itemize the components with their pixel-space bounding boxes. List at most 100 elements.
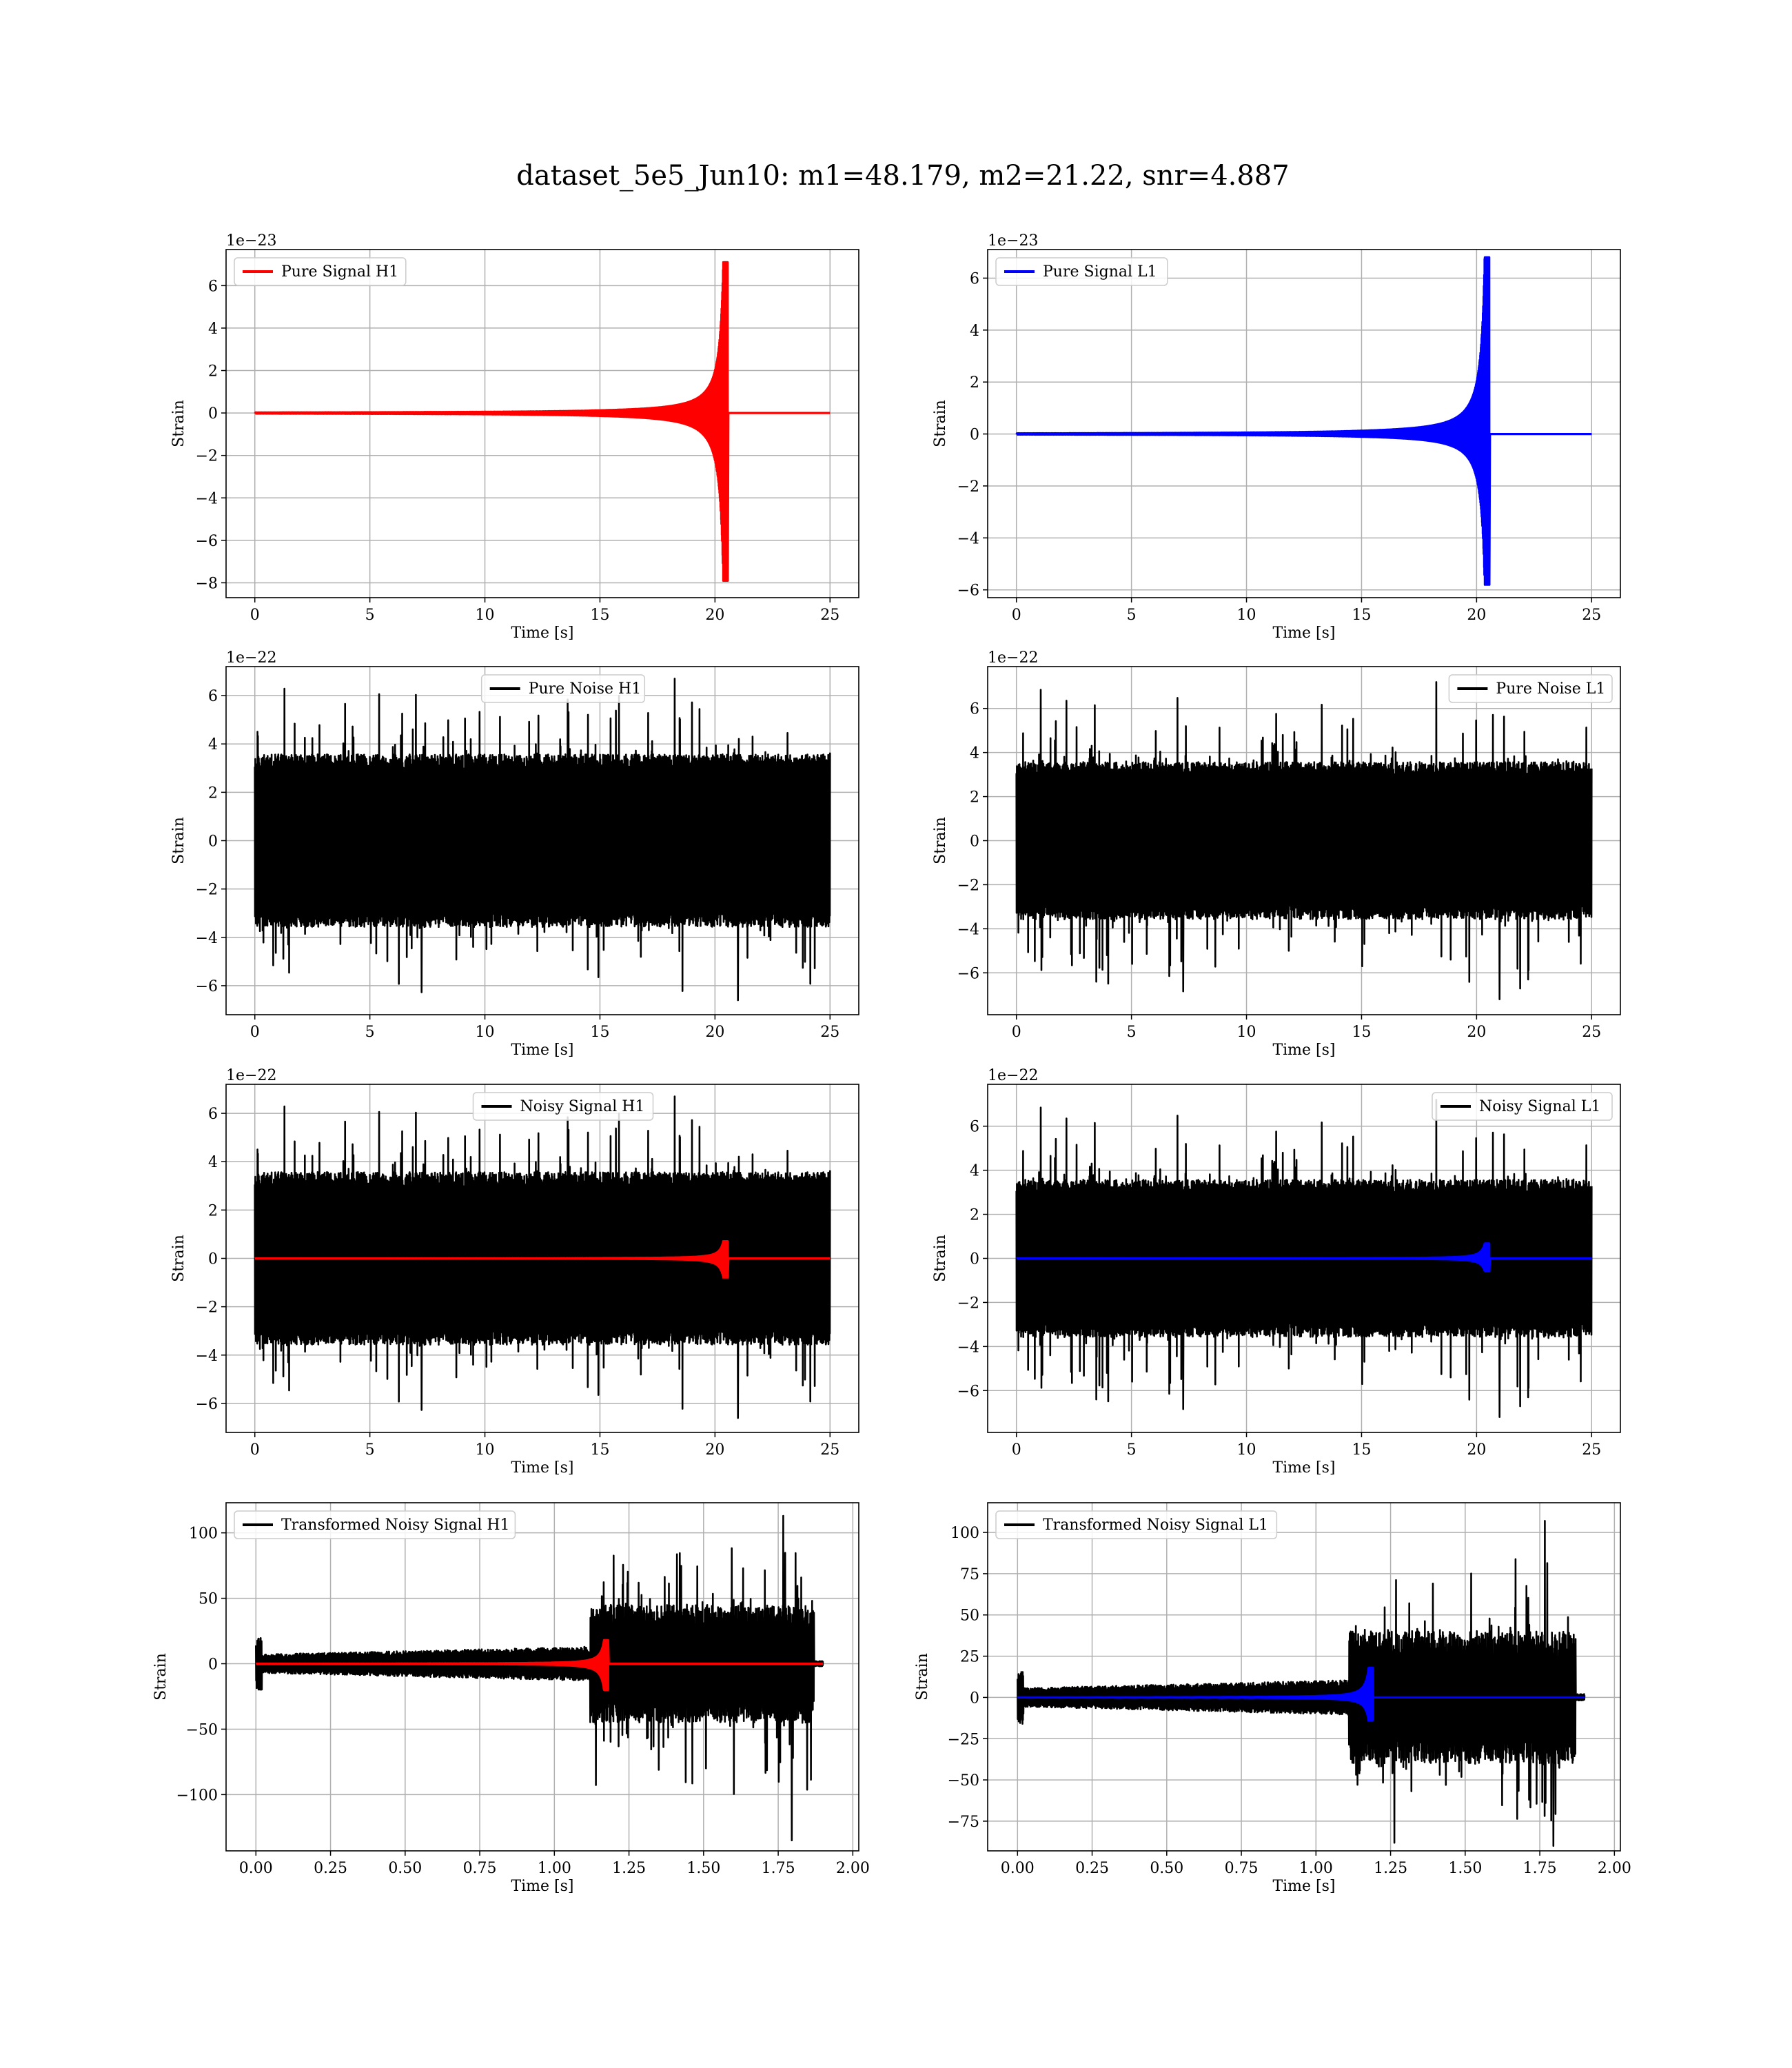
x-axis-label: Time [s] [1272, 1878, 1335, 1895]
x-tick-label: 1.50 [686, 1860, 720, 1877]
y-tick-label: 2 [970, 374, 979, 392]
y-tick-label: 4 [970, 323, 979, 340]
x-tick-label: 0 [1012, 1441, 1021, 1459]
x-tick-label: 10 [1237, 607, 1256, 624]
y-axis-label: Strain [152, 1653, 170, 1701]
x-tick-label: 0 [250, 1441, 260, 1459]
x-tick-label: 5 [1127, 1441, 1137, 1459]
x-tick-label: 2.00 [836, 1860, 870, 1877]
x-tick-label: 10 [1237, 1441, 1256, 1459]
legend: Transformed Noisy Signal H1 [234, 1510, 516, 1539]
series-group [1015, 256, 1592, 586]
y-tick-label: −75 [948, 1814, 979, 1831]
y-tick-label: −2 [957, 877, 979, 894]
x-tick-label: 25 [820, 1441, 839, 1459]
figure-title: dataset_5e5_Jun10: m1=48.179, m2=21.22, … [516, 160, 1289, 192]
legend-box [995, 1510, 1278, 1539]
panel-3: 0 5 10 15 20 25 −6 −4 −2 0 2 4 6 Time [s] Strain 1e−22 P… [170, 649, 859, 1059]
y-tick-label: −100 [176, 1787, 218, 1804]
y-tick-label: −6 [957, 582, 979, 600]
y-offset-label: 1e−22 [226, 649, 276, 667]
x-tick-label: 15 [590, 607, 609, 624]
y-tick-label: −6 [196, 978, 218, 995]
x-tick-label: 15 [590, 1441, 609, 1459]
legend-entry: Noisy Signal L1 [1479, 1098, 1600, 1115]
x-tick-label: 5 [1127, 1024, 1137, 1041]
legend: Pure Signal H1 [234, 257, 407, 286]
series-line-2 [254, 1240, 831, 1279]
y-tick-label: 4 [970, 745, 979, 762]
y-tick-label: 6 [208, 1106, 218, 1123]
y-tick-label: 6 [970, 701, 979, 718]
y-offset-label: 1e−22 [988, 649, 1038, 667]
y-tick-label: −2 [196, 1299, 218, 1317]
legend-entry: Transformed Noisy Signal L1 [1043, 1517, 1268, 1534]
x-axis-label: Time [s] [511, 1459, 573, 1477]
y-axis-label: Strain [170, 1235, 187, 1282]
axes-frame [225, 249, 859, 598]
x-tick-label: 15 [1352, 1024, 1371, 1041]
y-tick-label: 0 [208, 405, 218, 423]
y-tick-label: 50 [198, 1591, 218, 1608]
legend-entry: Noisy Signal H1 [520, 1098, 645, 1115]
y-tick-label: 0 [970, 427, 979, 444]
x-tick-label: 0.75 [1225, 1860, 1259, 1877]
legend-box [472, 1092, 654, 1121]
series-group [1015, 1099, 1593, 1418]
y-axis-label: Strain [170, 400, 187, 447]
y-tick-label: 75 [960, 1566, 979, 1583]
x-tick-label: 0.00 [239, 1860, 273, 1877]
legend-box [234, 1510, 516, 1539]
series-line-2 [1017, 1666, 1585, 1722]
x-tick-label: 2.00 [1598, 1860, 1631, 1877]
x-axis-label: Time [s] [1272, 625, 1335, 642]
y-tick-label: −25 [948, 1731, 979, 1748]
x-tick-label: 0.00 [1001, 1860, 1035, 1877]
y-axis-label: Strain [932, 1235, 949, 1282]
y-axis-label: Strain [170, 817, 187, 864]
x-tick-label: 0 [250, 1024, 260, 1041]
y-offset-label: 1e−22 [988, 1067, 1038, 1084]
y-tick-label: 6 [208, 688, 218, 705]
x-tick-label: 1.00 [538, 1860, 571, 1877]
y-axis-label: Strain [914, 1653, 931, 1701]
x-tick-label: 1.25 [1374, 1860, 1407, 1877]
series-line-2 [255, 1639, 824, 1692]
legend-box [480, 674, 646, 703]
panel-1: 0 5 10 15 20 25 −8 −6 −4 −2 0 2 4 6 Time [s] Strain 1e−2… [170, 232, 859, 642]
series-group [1015, 681, 1593, 1000]
x-tick-label: 25 [1582, 1441, 1601, 1459]
y-offset-label: 1e−22 [226, 1067, 276, 1084]
x-axis-label: Time [s] [511, 1878, 573, 1895]
x-tick-label: 5 [365, 607, 375, 624]
x-tick-label: 0 [1012, 1024, 1021, 1041]
x-tick-label: 15 [1352, 1441, 1371, 1459]
x-tick-label: 1.75 [1523, 1860, 1557, 1877]
y-tick-label: 6 [970, 270, 979, 287]
series-line-1 [254, 261, 831, 582]
x-tick-label: 20 [705, 607, 724, 624]
x-tick-label: 20 [705, 1024, 724, 1041]
x-tick-label: 10 [476, 1441, 495, 1459]
axes-frame [987, 249, 1621, 598]
y-tick-label: −2 [196, 882, 218, 899]
series-line-2 [1016, 1242, 1592, 1273]
y-tick-label: −4 [196, 1348, 218, 1365]
legend-entry: Pure Signal H1 [281, 263, 398, 281]
x-axis-label: Time [s] [1272, 1459, 1335, 1477]
x-tick-label: 0 [1012, 607, 1021, 624]
series-group [254, 1095, 831, 1419]
series-line-1 [1015, 681, 1593, 1000]
legend: Transformed Noisy Signal L1 [995, 1510, 1278, 1539]
x-tick-label: 10 [476, 607, 495, 624]
x-tick-label: 20 [1467, 1024, 1486, 1041]
x-tick-label: 10 [1237, 1024, 1256, 1041]
y-tick-label: −50 [948, 1772, 979, 1790]
y-tick-label: 0 [208, 1656, 218, 1674]
x-tick-label: 5 [365, 1024, 375, 1041]
y-tick-label: 2 [208, 784, 218, 802]
y-tick-label: −2 [957, 1295, 979, 1312]
y-tick-label: −2 [196, 448, 218, 465]
